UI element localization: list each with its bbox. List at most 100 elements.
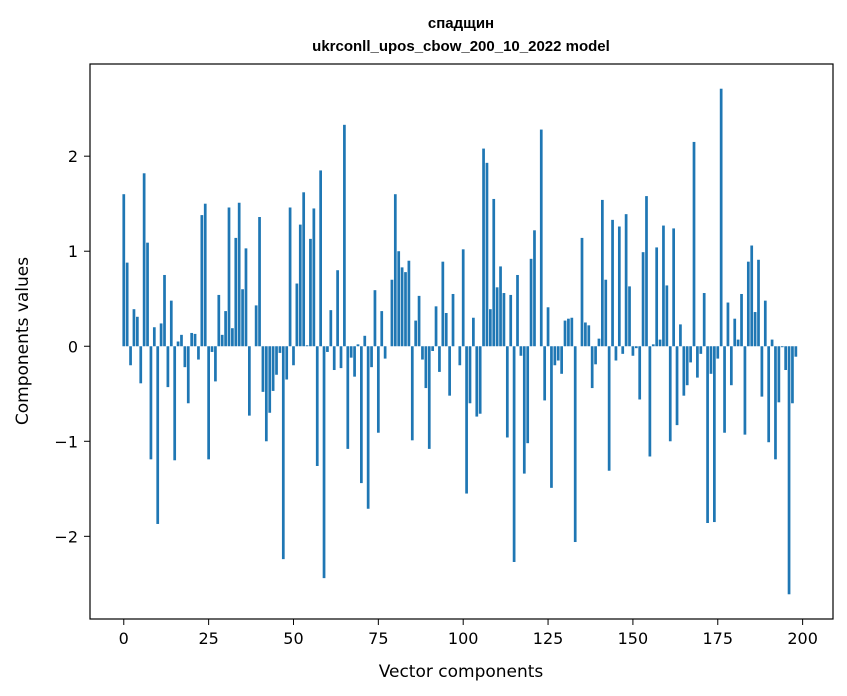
bar [757, 259, 760, 347]
bar [417, 295, 421, 347]
bar [322, 346, 326, 579]
bar [356, 344, 360, 347]
y-tick-label: 2 [68, 147, 78, 166]
bar [427, 346, 431, 449]
bar [200, 215, 204, 347]
bar [448, 346, 451, 396]
bar [512, 346, 516, 562]
bar [373, 290, 377, 347]
bar [183, 346, 187, 368]
bar [604, 279, 608, 347]
bar [244, 248, 248, 347]
bar [438, 346, 441, 372]
y-axis-ticks: −2 −1 0 1 2 [54, 147, 90, 546]
bar [784, 346, 788, 371]
x-axis-ticks: 0 25 50 75 100 125 150 175 200 [119, 619, 818, 648]
bar [472, 317, 475, 347]
bar [268, 346, 272, 413]
x-tick-label: 75 [368, 629, 388, 648]
bar [390, 279, 394, 347]
bar [129, 346, 132, 366]
x-tick-label: 25 [198, 629, 218, 648]
bar [655, 247, 659, 347]
bar [305, 345, 309, 347]
bar [699, 346, 703, 354]
y-tick-label: 1 [68, 242, 78, 261]
bar [791, 346, 794, 404]
bar [302, 192, 306, 347]
bar [166, 346, 170, 388]
bar [753, 312, 757, 347]
bar [217, 294, 221, 347]
bar [329, 310, 333, 347]
chart-title-line-2: ukrconll_upos_cbow_200_10_2022 model [312, 38, 610, 55]
bar [366, 346, 370, 509]
bar [207, 346, 210, 460]
bar [648, 346, 652, 457]
bar [210, 346, 214, 352]
bar [743, 346, 747, 435]
bar [315, 346, 319, 466]
bar [780, 346, 784, 348]
bar [723, 346, 726, 433]
bar [495, 287, 499, 347]
bar [444, 312, 448, 347]
bar [122, 194, 126, 347]
bar [339, 346, 343, 369]
bar [231, 328, 234, 347]
bar [135, 316, 139, 347]
bar [516, 274, 519, 347]
bar [271, 346, 275, 391]
bar [139, 346, 143, 384]
bar [173, 346, 177, 461]
bar [499, 266, 502, 347]
plot-area-frame [89, 63, 834, 620]
bar [679, 324, 682, 347]
bar [254, 305, 258, 347]
bar-series [122, 88, 798, 595]
bar [733, 318, 737, 347]
bar [638, 346, 642, 400]
bar [278, 346, 282, 353]
bar [475, 346, 479, 417]
x-axis-label: Vector components [379, 662, 544, 682]
bar [634, 346, 638, 349]
bar [478, 346, 482, 414]
bar [332, 346, 336, 371]
bar [132, 309, 136, 347]
bar [363, 335, 367, 347]
bar [349, 346, 353, 358]
bar [214, 346, 217, 382]
bar [567, 318, 570, 347]
bar [465, 346, 468, 494]
bar [611, 219, 614, 347]
bar [309, 238, 312, 347]
bar [570, 317, 574, 347]
bar [492, 198, 496, 347]
bar [360, 346, 363, 484]
bar [526, 346, 530, 444]
bar [522, 346, 526, 474]
bar [546, 307, 550, 347]
bar [713, 346, 716, 523]
bar [628, 286, 631, 347]
bar [736, 339, 740, 347]
bar [295, 283, 299, 347]
bar [777, 346, 781, 403]
bar [203, 203, 207, 347]
bar [763, 300, 767, 347]
bar [550, 346, 553, 488]
bar [563, 320, 567, 347]
bar [346, 346, 350, 449]
bar [370, 346, 373, 368]
bar [292, 346, 295, 366]
bar [288, 207, 292, 347]
bar [556, 346, 560, 361]
bar [190, 332, 194, 347]
bar [397, 251, 401, 347]
bar [509, 294, 513, 347]
bar [186, 346, 190, 404]
bar [434, 306, 438, 347]
bar [590, 346, 594, 389]
